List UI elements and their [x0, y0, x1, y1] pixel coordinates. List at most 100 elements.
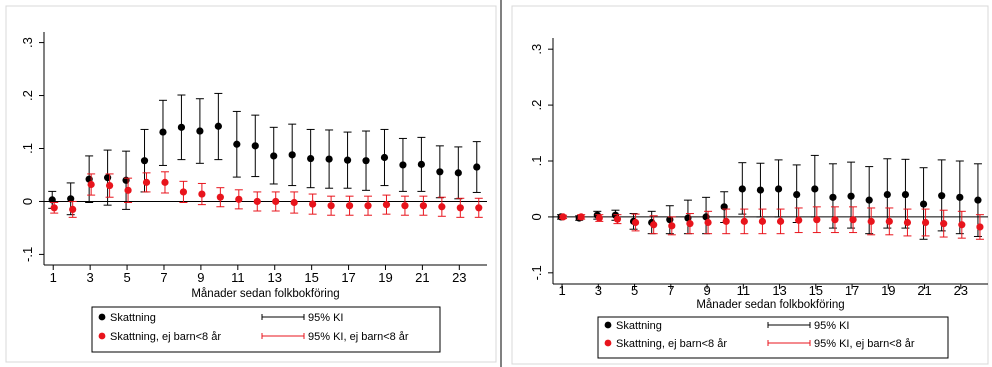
legend-entry: Skattning — [98, 312, 156, 324]
point-estimate — [473, 163, 481, 171]
legend-label: Skattning — [110, 312, 156, 324]
point-estimate — [738, 185, 746, 193]
point-estimate — [921, 218, 930, 227]
x-tick-label: 21 — [917, 283, 931, 298]
point-estimate — [919, 200, 928, 208]
point-estimate — [849, 216, 857, 224]
legend-dot-icon — [98, 313, 106, 321]
point-estimate — [756, 186, 765, 194]
point-estimate — [380, 153, 389, 162]
point-estimate — [307, 154, 315, 163]
point-estimate — [722, 217, 730, 225]
legend-entry: 95% KI, ej barn<8 år — [767, 338, 915, 350]
legend-label: Skattning — [616, 320, 662, 332]
point-estimate — [345, 202, 354, 210]
point-estimate — [87, 180, 95, 189]
point-estimate — [901, 190, 910, 199]
x-tick-label: 3 — [87, 270, 94, 285]
point-estimate — [758, 217, 767, 225]
point-estimate — [196, 127, 204, 135]
point-estimate — [401, 202, 409, 210]
x-tick-label: 19 — [378, 270, 392, 285]
point-estimate — [631, 218, 640, 227]
point-estimate — [179, 188, 188, 196]
legend: Skattning 95% KI Skattning, ej barn<8 år 95… — [91, 306, 441, 353]
point-estimate — [847, 192, 855, 200]
point-estimate — [142, 178, 151, 186]
point-estimate — [417, 160, 425, 168]
x-tick-label: 5 — [631, 283, 638, 298]
legend-dot-icon — [604, 321, 612, 329]
point-estimate — [364, 202, 372, 210]
legend-label: 95% KI, ej barn<8 år — [814, 338, 915, 350]
series-2 — [559, 206, 984, 240]
point-estimate — [161, 178, 169, 186]
point-estimate — [104, 174, 112, 182]
x-tick-label: 1 — [558, 283, 565, 298]
point-estimate — [251, 142, 259, 150]
x-tick-label: 13 — [267, 270, 281, 285]
point-estimate — [774, 185, 783, 193]
y-tick-label: -.1 — [529, 265, 544, 280]
x-tick-label: 5 — [123, 270, 130, 285]
legend-label: Skattning, ej barn<8 år — [110, 331, 221, 343]
legend-label: 95% KI — [814, 320, 849, 332]
point-estimate — [974, 196, 982, 204]
point-estimate — [776, 217, 785, 225]
x-tick-label: 11 — [737, 283, 751, 298]
x-tick-label: 15 — [304, 270, 318, 285]
point-estimate — [50, 204, 58, 212]
legend-label: 95% KI, ej barn<8 år — [308, 331, 409, 343]
point-estimate — [958, 221, 966, 229]
x-tick-label: 7 — [160, 270, 167, 285]
point-estimate — [399, 161, 407, 169]
point-estimate — [976, 223, 984, 231]
x-tick-label: 9 — [197, 270, 204, 285]
point-estimate — [454, 169, 462, 177]
legend-entry: Skattning, ej barn<8 år — [604, 338, 727, 350]
point-estimate — [595, 214, 603, 222]
point-estimate — [325, 155, 333, 163]
x-tick-label: 15 — [809, 283, 823, 298]
y-tick-label: 0 — [20, 198, 35, 205]
y-tick-label: .3 — [529, 44, 544, 55]
y-tick-label: -.1 — [20, 247, 35, 262]
point-estimate — [233, 140, 241, 148]
legend-dot-icon — [98, 332, 106, 340]
point-estimate — [475, 204, 483, 212]
point-estimate — [124, 186, 132, 194]
x-tick-label: 11 — [231, 270, 245, 285]
point-estimate — [235, 195, 243, 203]
data-layer — [48, 92, 483, 218]
panel-frame — [511, 5, 989, 365]
x-tick-label: 13 — [772, 283, 786, 298]
point-estimate — [956, 193, 964, 201]
point-estimate — [686, 220, 694, 228]
legend-label: Skattning, ej barn<8 år — [616, 338, 727, 350]
legend-entry: Skattning, ej barn<8 år — [98, 331, 221, 343]
point-estimate — [795, 216, 803, 224]
legend-entry: 95% KI — [261, 312, 343, 324]
x-tick-label: 21 — [415, 270, 429, 285]
y-tick-label: .3 — [20, 37, 35, 48]
point-estimate — [903, 218, 912, 227]
legend-entry: Skattning — [604, 320, 662, 332]
x-tick-label: 17 — [845, 283, 859, 298]
point-estimate — [456, 204, 464, 212]
x-tick-label: 19 — [881, 283, 895, 298]
point-estimate — [48, 196, 56, 204]
y-tick-label: .1 — [20, 143, 35, 154]
point-estimate — [327, 202, 335, 210]
point-estimate — [288, 151, 296, 159]
point-estimate — [704, 218, 712, 227]
x-axis-title: Månader sedan folkbokföring — [696, 299, 844, 311]
point-estimate — [140, 157, 149, 165]
point-estimate — [214, 122, 222, 130]
legend-box — [597, 316, 949, 359]
point-estimate — [362, 157, 370, 165]
point-estimate — [811, 185, 819, 193]
